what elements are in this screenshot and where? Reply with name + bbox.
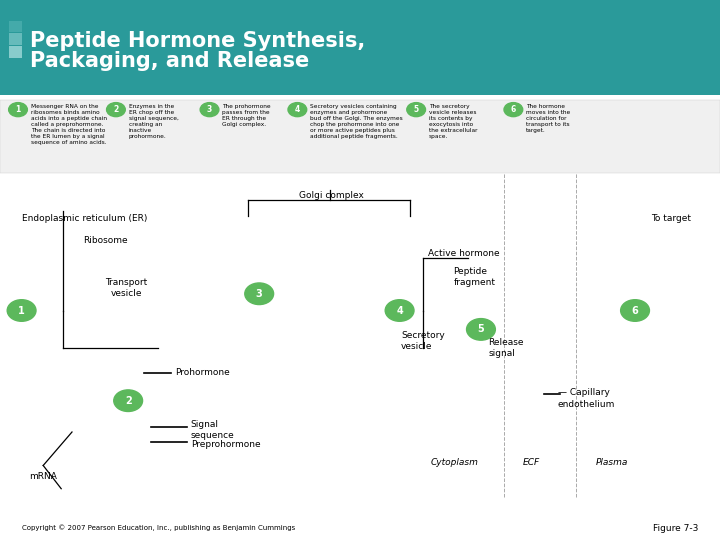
FancyBboxPatch shape (0, 0, 720, 94)
Text: 2: 2 (113, 105, 119, 114)
Text: The hormone
moves into the
circulation for
transport to its
target.: The hormone moves into the circulation f… (526, 104, 570, 133)
Text: Golgi complex: Golgi complex (299, 191, 364, 200)
Text: Peptide
fragment: Peptide fragment (454, 267, 495, 287)
Circle shape (288, 103, 307, 117)
Text: Ribosome: Ribosome (83, 236, 127, 245)
Text: 1: 1 (15, 105, 21, 114)
Text: 4: 4 (396, 306, 403, 315)
Text: ECF: ECF (523, 458, 540, 467)
Text: Active hormone: Active hormone (428, 249, 500, 258)
Text: Copyright © 2007 Pearson Education, Inc., publishing as Benjamin Cummings: Copyright © 2007 Pearson Education, Inc.… (22, 525, 295, 531)
Text: The prohormone
passes from the
ER through the
Golgi complex.: The prohormone passes from the ER throug… (222, 104, 271, 127)
Circle shape (200, 103, 219, 117)
Text: Figure 7-3: Figure 7-3 (653, 524, 698, 532)
Text: Signal
sequence: Signal sequence (191, 420, 235, 440)
FancyBboxPatch shape (9, 46, 22, 58)
Text: 3: 3 (207, 105, 212, 114)
FancyBboxPatch shape (9, 21, 22, 32)
Text: Transport
vesicle: Transport vesicle (105, 278, 147, 298)
FancyBboxPatch shape (0, 100, 720, 173)
Text: Secretory
vesicle: Secretory vesicle (401, 331, 445, 352)
Circle shape (385, 300, 414, 321)
Text: Endoplasmic reticulum (ER): Endoplasmic reticulum (ER) (22, 214, 147, 223)
Circle shape (621, 300, 649, 321)
Circle shape (7, 300, 36, 321)
Circle shape (114, 390, 143, 411)
Circle shape (245, 283, 274, 305)
Circle shape (9, 103, 27, 117)
Text: Messenger RNA on the
ribosomes binds amino
acids into a peptide chain
called a p: Messenger RNA on the ribosomes binds ami… (31, 104, 107, 145)
Text: 5: 5 (413, 105, 419, 114)
Text: Cytoplasm: Cytoplasm (431, 458, 478, 467)
Text: To target: To target (651, 214, 691, 223)
Text: The secretory
vesicle releases
its contents by
exocytosis into
the extracellular: The secretory vesicle releases its conte… (429, 104, 477, 139)
Text: Prohormone: Prohormone (175, 368, 230, 377)
Text: 6: 6 (510, 105, 516, 114)
Circle shape (107, 103, 125, 117)
Text: 3: 3 (256, 289, 263, 299)
Circle shape (504, 103, 523, 117)
FancyBboxPatch shape (9, 33, 22, 45)
Text: 5: 5 (477, 325, 485, 334)
Text: — Capillary
endothelium: — Capillary endothelium (558, 388, 616, 409)
Text: 2: 2 (125, 396, 132, 406)
Text: Enzymes in the
ER chop off the
signal sequence,
creating an
inactive
prohormone.: Enzymes in the ER chop off the signal se… (129, 104, 179, 139)
Text: Secretory vesicles containing
enzymes and prohormone
bud off the Golgi. The enzy: Secretory vesicles containing enzymes an… (310, 104, 403, 139)
Text: Packaging, and Release: Packaging, and Release (30, 51, 310, 71)
Text: 6: 6 (631, 306, 639, 315)
Circle shape (407, 103, 426, 117)
Text: 1: 1 (18, 306, 25, 315)
Text: mRNA: mRNA (29, 472, 57, 481)
Text: Release
signal: Release signal (488, 338, 523, 359)
Text: Preprohormone: Preprohormone (191, 441, 261, 449)
Text: Plasma: Plasma (596, 458, 629, 467)
Text: Peptide Hormone Synthesis,: Peptide Hormone Synthesis, (30, 31, 366, 51)
Text: 4: 4 (294, 105, 300, 114)
Circle shape (467, 319, 495, 340)
